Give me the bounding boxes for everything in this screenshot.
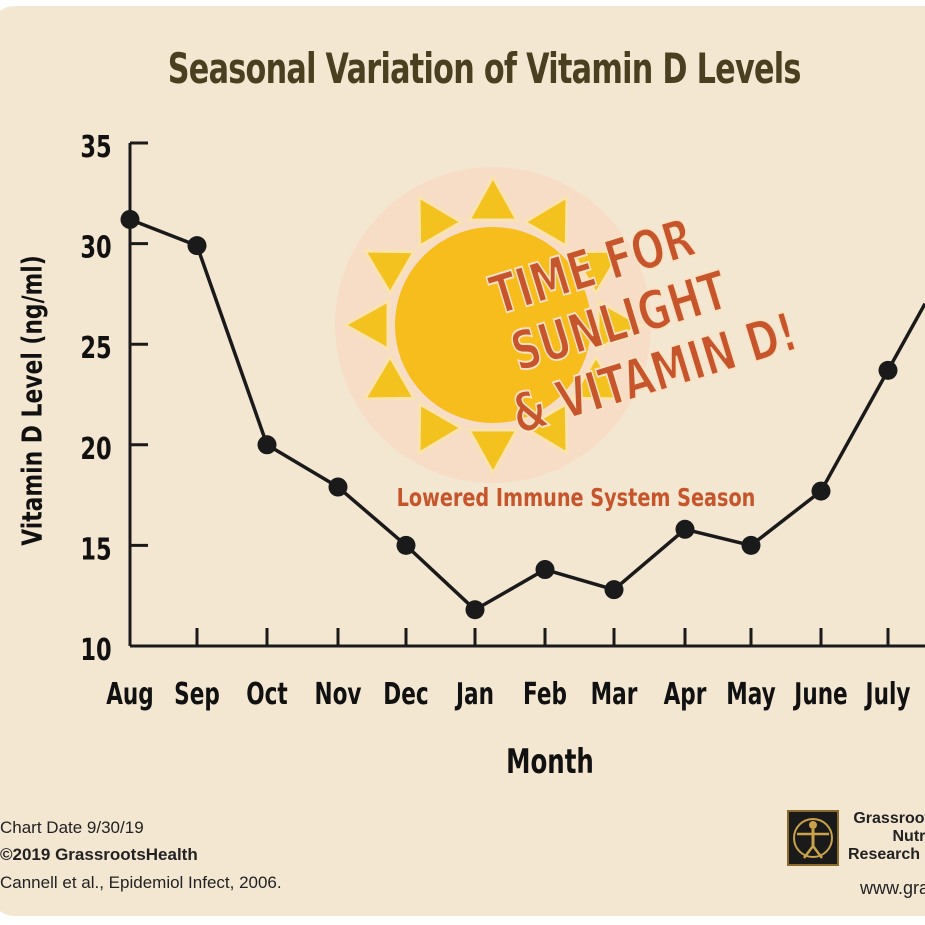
website-link[interactable]: www.gra — [860, 878, 925, 898]
x-tick-label: Sep — [174, 678, 220, 712]
y-tick-label: 25 — [80, 331, 111, 366]
org-name-line-1: Grassroots — [853, 810, 925, 827]
data-point — [187, 236, 207, 256]
source-citation: Cannell et al., Epidemiol Infect, 2006. — [0, 873, 282, 892]
data-point — [604, 580, 624, 600]
data-point — [535, 560, 555, 580]
x-tick-label: Feb — [523, 678, 567, 712]
x-tick-label: Dec — [383, 678, 428, 712]
x-tick-label: Jan — [454, 678, 494, 712]
sun-ray — [417, 401, 465, 456]
sun-ray — [569, 353, 624, 401]
season-label: Lowered Immune System Season — [397, 484, 756, 513]
data-point — [120, 209, 140, 229]
sun-ray — [362, 249, 417, 297]
data-point — [741, 535, 761, 555]
sun-ray — [596, 298, 645, 352]
data-point — [465, 600, 485, 620]
sun-core — [395, 227, 591, 423]
x-tick-label: Nov — [315, 678, 362, 712]
data-point — [257, 435, 277, 455]
data-point — [328, 477, 348, 497]
x-tick-label: Apr — [664, 678, 707, 712]
org-name: Grassroots Nutrie Research In — [848, 810, 925, 864]
data-point — [878, 360, 898, 380]
x-tick-label: June — [793, 678, 848, 712]
sun-ray — [466, 428, 520, 477]
y-tick-label: 15 — [80, 532, 111, 567]
y-tick-label: 20 — [80, 432, 111, 467]
y-tick-label: 10 — [80, 633, 111, 668]
sun-ray — [569, 249, 624, 297]
chart-date-text: Chart Date 9/30/19 — [0, 818, 144, 837]
sun-ray — [466, 173, 520, 222]
org-name-line-3: Research In — [848, 846, 925, 863]
data-point — [675, 519, 695, 539]
x-tick-label: Oct — [246, 678, 287, 712]
x-tick-label: Aug — [106, 678, 154, 712]
chart-title: Seasonal Variation of Vitamin D Levels — [167, 44, 802, 93]
sun-ray — [521, 401, 569, 456]
sun-ray — [417, 194, 465, 249]
y-tick-label: 30 — [80, 230, 111, 265]
sun-ray — [521, 194, 569, 249]
vitruvian-logo — [787, 810, 839, 866]
org-name-line-2: Nutrie — [892, 828, 925, 845]
copyright-text: ©2019 GrassrootsHealth — [0, 845, 198, 864]
sun-ray — [341, 298, 390, 352]
x-tick-label: May — [726, 678, 775, 712]
y-tick-label: 35 — [80, 130, 111, 165]
x-axis-label: Month — [506, 742, 594, 782]
x-tick-label: July — [864, 678, 911, 712]
sun-illustration — [335, 167, 651, 483]
x-tick-label: Mar — [591, 678, 638, 712]
data-point — [396, 535, 416, 555]
data-point — [811, 481, 831, 501]
sun-ray — [362, 353, 417, 401]
